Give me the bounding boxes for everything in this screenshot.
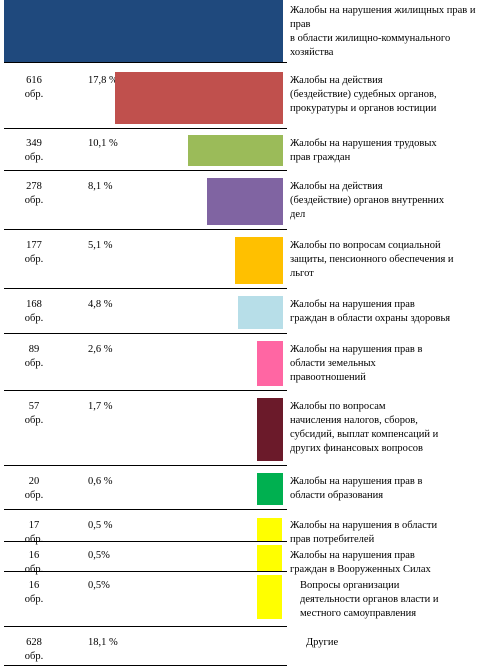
- row-count: 628 обр.: [14, 636, 54, 664]
- row-separator: [4, 62, 287, 63]
- row-separator: [4, 170, 287, 171]
- row-label: Жалобы по вопросам социальной защиты, пе…: [290, 240, 454, 279]
- bar: [257, 341, 283, 386]
- row-count: 20 обр.: [14, 475, 54, 503]
- bar: [187, 135, 283, 166]
- row-count-unit: обр.: [24, 594, 44, 605]
- row-label: Жалобы на нарушения прав в области образ…: [290, 476, 423, 501]
- row-percent: 18,1 %: [88, 637, 118, 648]
- row-separator: [4, 626, 287, 627]
- row-percent: 10,1 %: [88, 138, 118, 149]
- bar: [257, 473, 283, 505]
- row-separator: [4, 390, 287, 391]
- row-percent: 0,5 %: [88, 520, 113, 531]
- row-label: Жалобы на нарушения прав в области земел…: [290, 344, 423, 383]
- bar: [257, 575, 282, 619]
- row-percent: 8,1 %: [88, 181, 113, 192]
- row-separator: [4, 128, 287, 129]
- row-label: Жалобы на нарушения трудовых прав гражда…: [290, 138, 437, 163]
- row-label: Жалобы на нарушения в области прав потре…: [290, 520, 438, 545]
- bar: [257, 518, 282, 541]
- row-label: Жалобы на нарушения прав граждан в Воору…: [290, 550, 431, 575]
- row-count: 89 обр.: [14, 343, 54, 371]
- row-label: Жалобы на действия (бездействие) судебны…: [290, 75, 437, 114]
- row-count-value: 89: [28, 344, 40, 355]
- row-percent: 17,8 %: [88, 75, 118, 86]
- bar: [234, 237, 283, 284]
- row-count-value: 17: [28, 520, 40, 531]
- row-separator: [4, 509, 287, 510]
- row-percent: 5,1 %: [88, 240, 113, 251]
- bar: [257, 398, 283, 461]
- row-separator: [4, 288, 287, 289]
- row-percent: 2,6 %: [88, 344, 113, 355]
- row-count-unit: обр.: [24, 195, 44, 206]
- bar: [115, 72, 283, 124]
- row-count-unit: обр.: [24, 564, 44, 575]
- row-count: 168 обр.: [14, 298, 54, 326]
- row-count-value: 16: [28, 550, 40, 561]
- row-percent: 1,7 %: [88, 401, 113, 412]
- row-count-value: 20: [28, 476, 40, 487]
- row-percent: 0,5%: [88, 550, 110, 561]
- row-count-unit: обр.: [24, 152, 44, 163]
- row-count-unit: обр.: [24, 358, 44, 369]
- row-percent: 4,8 %: [88, 299, 113, 310]
- row-percent: 0,6 %: [88, 476, 113, 487]
- row-count-value: 177: [26, 240, 42, 251]
- row-separator: [4, 665, 287, 666]
- row-count: 57 обр.: [14, 400, 54, 428]
- row-count-value: 278: [26, 181, 42, 192]
- row-separator: [4, 541, 287, 542]
- row-count-value: 628: [26, 637, 42, 648]
- row-label: Жалобы на нарушения прав граждан в облас…: [290, 299, 451, 324]
- row-count-value: 349: [26, 138, 42, 149]
- bar: [237, 296, 283, 329]
- row-count-value: 616: [26, 75, 42, 86]
- row-count: 17 обр.: [14, 519, 54, 547]
- row-label: Жалобы по вопросам начисления налогов, с…: [290, 401, 439, 454]
- row-label: Жалобы на действия (бездействие) органов…: [290, 181, 445, 220]
- row-count: 349 обр.: [14, 137, 54, 165]
- row-label: Другие: [306, 637, 339, 648]
- row-separator: [4, 229, 287, 230]
- row-count: 616 обр.: [14, 74, 54, 102]
- bar: [257, 545, 282, 571]
- row-count-value: 16: [28, 580, 40, 591]
- row-count-unit: обр.: [24, 651, 44, 662]
- row-count-unit: обр.: [24, 313, 44, 324]
- row-label: Жалобы на нарушения жилищных прав и прав…: [290, 5, 476, 58]
- row-label: Вопросы организации деятельности органов…: [300, 580, 439, 619]
- row-count-value: 57: [28, 401, 40, 412]
- bar: [206, 178, 283, 225]
- row-count-unit: обр.: [24, 490, 44, 501]
- row-count: 16 обр.: [14, 579, 54, 607]
- row-count-unit: обр.: [24, 534, 44, 545]
- bar: [4, 0, 283, 62]
- row-separator: [4, 465, 287, 466]
- row-count-unit: обр.: [24, 254, 44, 265]
- row-count: 278 обр.: [14, 180, 54, 208]
- row-separator: [4, 571, 287, 572]
- row-count: 16 обр.: [14, 549, 54, 577]
- row-count-unit: обр.: [24, 89, 44, 100]
- row-percent: 0,5%: [88, 580, 110, 591]
- row-count-value: 168: [26, 299, 42, 310]
- row-count: 177 обр.: [14, 239, 54, 267]
- row-separator: [4, 333, 287, 334]
- row-count-unit: обр.: [24, 415, 44, 426]
